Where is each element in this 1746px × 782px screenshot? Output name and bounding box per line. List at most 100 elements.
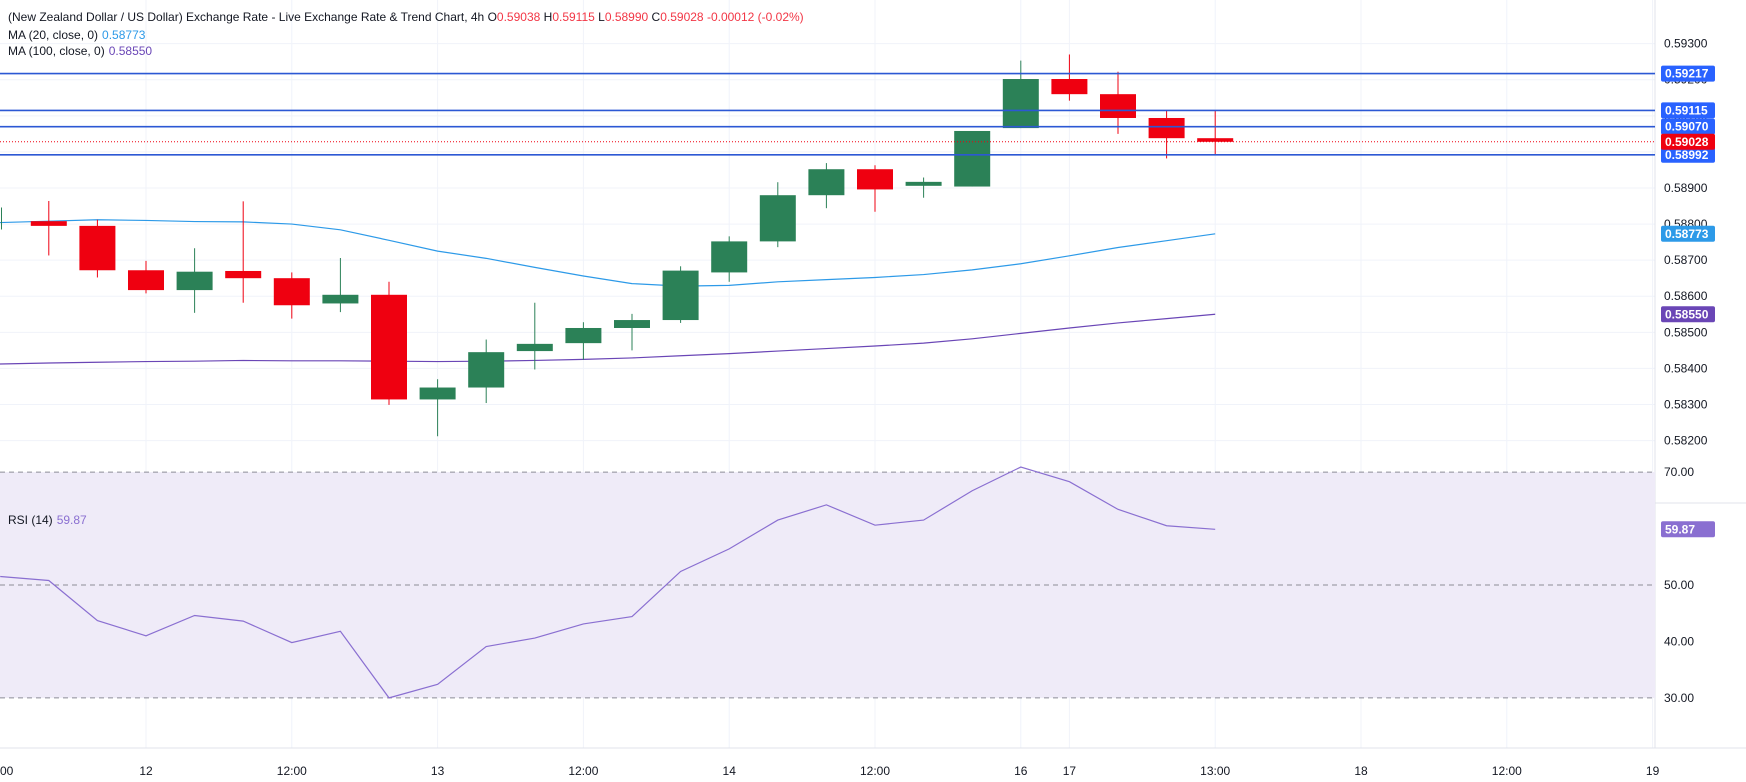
candle-body	[808, 169, 845, 196]
candle[interactable]	[808, 163, 845, 209]
candle[interactable]	[1100, 71, 1136, 134]
candle[interactable]	[516, 302, 553, 370]
candle-body	[662, 270, 699, 321]
chart-title: (New Zealand Dollar / US Dollar) Exchang…	[8, 10, 485, 24]
rsi-legend[interactable]: RSI (14) 59.87	[8, 513, 87, 527]
rsi-value-tag: 59.87	[1661, 521, 1715, 538]
price-level-tag: 0.58992	[1661, 146, 1715, 163]
ma20-tag-text: 0.58773	[1665, 227, 1709, 241]
rsi-value-tag-text: 59.87	[1665, 522, 1695, 536]
candle[interactable]	[273, 272, 310, 319]
rsi-value-tag-bg	[1661, 521, 1715, 538]
price-level-tag-bg	[1661, 102, 1715, 119]
price-level-tag-text: 0.59070	[1665, 120, 1709, 134]
ohlc-readout: O0.59038 H0.59115 L0.58990 C0.59028	[488, 10, 704, 24]
price-axis-label: 0.58200	[1664, 434, 1708, 448]
price-axis-label: 0.58500	[1664, 325, 1708, 339]
time-axis-label: 17	[1063, 764, 1077, 778]
ma100-legend[interactable]: MA (100, close, 0) 0.58550	[8, 44, 152, 58]
rsi-line[interactable]	[0, 466, 1216, 699]
candle[interactable]	[176, 248, 213, 313]
ohlc-h-value: 0.59115	[552, 10, 595, 24]
price-axis-label: 0.58300	[1664, 397, 1708, 411]
candle-body	[273, 278, 310, 306]
price-level-tag-bg	[1661, 146, 1715, 163]
candle-body	[565, 327, 602, 344]
time-axis-label: 12:00	[277, 764, 307, 778]
price-axis-label: 0.58700	[1664, 253, 1708, 267]
ohlc-h-label: H	[540, 10, 553, 24]
candle[interactable]	[1051, 54, 1088, 101]
ma100-label: MA (100, close, 0)	[8, 44, 105, 58]
candle[interactable]	[1197, 110, 1234, 156]
candle[interactable]	[954, 130, 991, 187]
chart-header: (New Zealand Dollar / US Dollar) Exchang…	[8, 10, 804, 24]
time-axis-label: 19	[1646, 764, 1660, 778]
candle[interactable]	[614, 313, 650, 351]
time-axis-label: 12	[139, 764, 153, 778]
price-level-tag: 0.59217	[1661, 65, 1715, 82]
last-price-tag: 0.59028	[1661, 133, 1715, 150]
candle[interactable]	[759, 182, 796, 248]
candle-body	[1197, 138, 1234, 142]
candle-body	[954, 130, 991, 187]
candle-body	[225, 270, 262, 279]
ma100-line[interactable]	[0, 313, 1216, 365]
ma20-legend[interactable]: MA (20, close, 0) 0.58773	[8, 28, 145, 42]
ma100-tag-text: 0.58550	[1665, 307, 1709, 321]
ohlc-o-label: O	[487, 10, 497, 24]
rsi-axis-label: 30.00	[1664, 691, 1694, 705]
candle-body	[1051, 79, 1088, 95]
rsi-label: RSI (14)	[8, 513, 53, 527]
candle[interactable]	[565, 322, 602, 360]
ma100-value: 0.58550	[108, 44, 153, 58]
candle[interactable]	[468, 339, 505, 404]
candle-body	[322, 294, 359, 304]
rsi-axis-label: 50.00	[1664, 578, 1694, 592]
time-axis-label: 12:00	[1492, 764, 1522, 778]
time-axis-label: 12:00	[860, 764, 890, 778]
candle-body	[1148, 117, 1185, 139]
candle[interactable]	[419, 379, 456, 437]
price-axis-label: 0.58400	[1664, 361, 1708, 375]
candle[interactable]	[371, 281, 407, 405]
time-axis-label: 13	[431, 764, 445, 778]
candle[interactable]	[1148, 110, 1185, 159]
candle[interactable]	[857, 165, 893, 212]
ohlc-l-value: 0.58990	[604, 10, 649, 24]
grid-lines	[0, 0, 1655, 748]
candle[interactable]	[128, 260, 164, 294]
time-axis-label-partial: 00	[0, 764, 14, 778]
candle[interactable]	[1002, 60, 1039, 129]
candle[interactable]	[905, 177, 942, 198]
ohlc-c-label: C	[648, 10, 661, 24]
candle[interactable]	[322, 257, 359, 313]
candle[interactable]	[225, 201, 262, 303]
candle-body	[759, 195, 796, 242]
candle[interactable]	[30, 200, 67, 256]
candle-body	[857, 169, 893, 190]
price-level-tag-bg	[1661, 118, 1715, 135]
candle-body	[79, 225, 116, 271]
rsi-axis-label: 40.00	[1664, 634, 1694, 648]
time-axis-label: 16	[1014, 764, 1028, 778]
price-level-tag-bg	[1661, 65, 1715, 82]
last-price-tag-bg	[1661, 133, 1715, 150]
rsi-axis-label: 70.00	[1664, 465, 1694, 479]
ohlc-l-label: L	[594, 10, 605, 24]
change-readout: -0.00012 (-0.02%)	[706, 10, 804, 24]
time-axis-label: 14	[723, 764, 737, 778]
ma20-line[interactable]	[0, 219, 1216, 287]
candle[interactable]	[79, 219, 116, 278]
price-axis-label: 0.59300	[1664, 37, 1708, 51]
price-level-tag: 0.59115	[1661, 102, 1715, 119]
candle-body	[30, 221, 67, 226]
candle-body	[905, 181, 942, 186]
candle[interactable]	[711, 236, 748, 282]
candle-body	[1100, 94, 1136, 118]
price-level-tag: 0.59070	[1661, 118, 1715, 135]
candles	[30, 54, 1234, 437]
candle[interactable]	[662, 266, 699, 323]
candle-body	[371, 294, 407, 400]
